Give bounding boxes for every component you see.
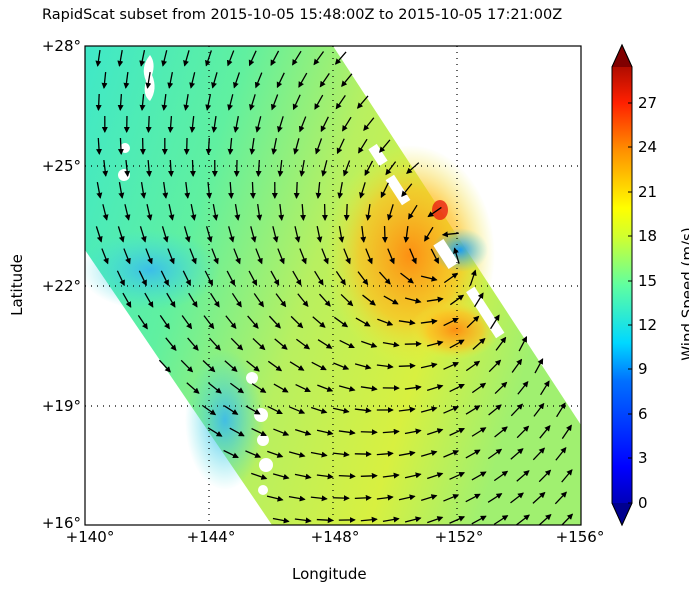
y-tick-22: +22° <box>41 277 81 295</box>
cb-tick-27: 27 <box>638 94 658 112</box>
x-tick-156: +156° <box>555 528 605 546</box>
cb-tick-9: 9 <box>638 360 648 378</box>
y-tick-28: +28° <box>41 37 81 55</box>
cb-tick-12: 12 <box>638 316 658 334</box>
x-tick-140: +140° <box>65 528 115 546</box>
cb-tick-21: 21 <box>638 183 658 201</box>
cb-tick-3: 3 <box>638 449 648 467</box>
cb-tick-15: 15 <box>638 272 658 290</box>
x-tick-152: +152° <box>434 528 484 546</box>
y-tick-16: +16° <box>41 514 81 532</box>
chart-title: RapidScat subset from 2015-10-05 15:48:0… <box>42 7 563 23</box>
y-axis-label: Latitude <box>7 254 26 316</box>
y-tick-25: +25° <box>41 157 81 175</box>
x-axis-label: Longitude <box>292 565 367 583</box>
wind-swath <box>85 46 581 525</box>
colorbar <box>611 43 633 527</box>
y-tick-19: +19° <box>41 397 81 415</box>
wind-vectors <box>95 49 574 525</box>
x-tick-148: +148° <box>310 528 360 546</box>
cb-tick-0: 0 <box>638 494 648 512</box>
cb-tick-24: 24 <box>638 138 658 156</box>
x-tick-144: +144° <box>186 528 236 546</box>
plot-frame <box>84 45 582 526</box>
cb-tick-6: 6 <box>638 405 648 423</box>
colorbar-label: Wind Speed (m/s) <box>678 227 689 361</box>
cb-tick-18: 18 <box>638 227 658 245</box>
